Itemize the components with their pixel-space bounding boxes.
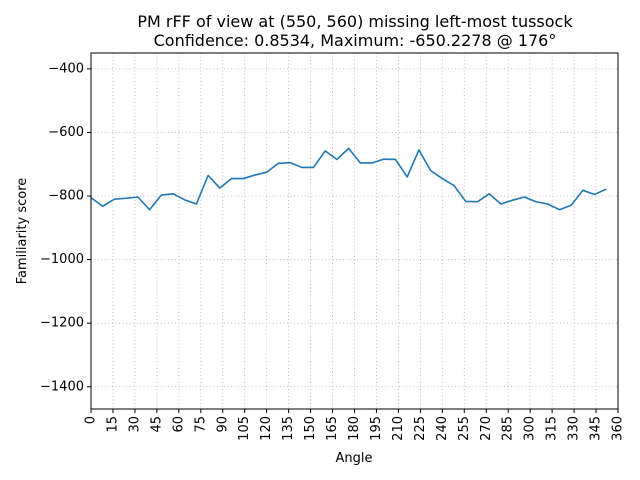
chart-subtitle: Confidence: 0.8534, Maximum: -650.2278 @… — [154, 31, 557, 50]
x-tick-label: 195 — [369, 416, 384, 441]
x-tick-label: 315 — [545, 416, 560, 441]
x-tick-label: 255 — [457, 416, 472, 441]
x-tick-label: 90 — [215, 416, 230, 433]
y-tick-label: −800 — [48, 189, 84, 204]
x-tick-label: 165 — [325, 416, 340, 441]
x-tick-label: 270 — [479, 416, 494, 441]
x-tick-label: 345 — [589, 416, 604, 441]
x-tick-label: 285 — [501, 416, 516, 441]
x-tick-label: 45 — [149, 416, 164, 433]
y-tick-label: −600 — [48, 125, 84, 140]
series-line — [90, 147, 607, 211]
x-tick-label: 210 — [391, 416, 406, 441]
x-tick-label: 300 — [523, 416, 538, 441]
x-tick-label: 225 — [413, 416, 428, 441]
x-axis: 0 15 30 45 60 75 90 105 120 135 150 165 180 195 210 225… — [84, 409, 626, 441]
x-axis-label: Angle — [336, 451, 373, 466]
x-tick-label: 360 — [611, 416, 626, 441]
x-tick-label: 60 — [171, 416, 186, 433]
x-tick-label: 150 — [303, 416, 318, 441]
x-tick-label: 135 — [281, 416, 296, 441]
x-tick-label: 330 — [567, 416, 582, 441]
y-tick-label: −1400 — [40, 379, 84, 394]
y-tick-label: −1000 — [40, 252, 84, 267]
y-tick-label: −400 — [48, 61, 84, 76]
chart-title: PM rFF of view at (550, 560) missing lef… — [137, 12, 573, 31]
x-tick-label: 0 — [84, 416, 99, 424]
x-tick-label: 105 — [237, 416, 252, 441]
x-tick-label: 120 — [259, 416, 274, 441]
y-tick-label: −1200 — [40, 316, 84, 331]
x-tick-label: 240 — [435, 416, 450, 441]
x-tick-label: 180 — [347, 416, 362, 441]
y-axis: −1400 −1200 −1000 −800 −600 −400 — [40, 61, 91, 394]
y-axis-label: Familiarity score — [15, 178, 30, 285]
x-tick-label: 30 — [127, 416, 142, 433]
x-tick-label: 75 — [193, 416, 208, 433]
x-tick-label: 15 — [105, 416, 120, 433]
series-layer — [90, 147, 607, 211]
grid-lines — [90, 53, 619, 409]
